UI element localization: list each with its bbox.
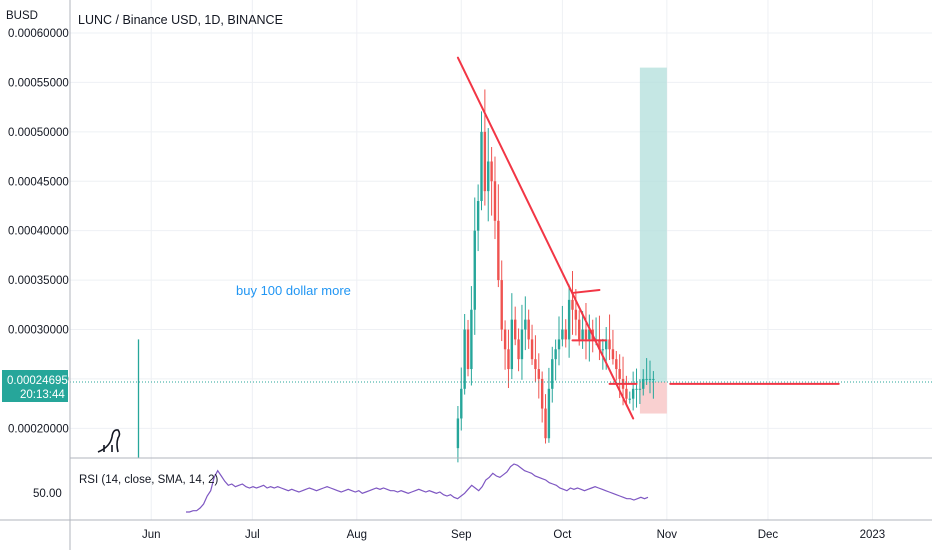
candle-body <box>463 329 466 389</box>
candle-body <box>460 388 463 419</box>
candle-body <box>520 329 524 360</box>
candle-body <box>571 299 574 310</box>
candle-body <box>537 369 540 379</box>
candle-body <box>625 388 628 399</box>
tradingview-logo-icon[interactable] <box>97 429 121 453</box>
trendlines <box>456 56 840 420</box>
candle-body <box>517 339 520 360</box>
y-tick-label: 0.00035000 <box>8 275 69 287</box>
candle-body <box>483 131 487 192</box>
x-tick-label: Sep <box>451 529 471 541</box>
candle-body <box>567 299 571 340</box>
candle-body <box>642 378 645 389</box>
candle-body <box>584 329 588 340</box>
current-price-tag[interactable]: 0.00024695 20:13:44 <box>2 370 68 402</box>
x-tick-label: Jun <box>142 529 161 541</box>
candlesticks <box>137 89 655 463</box>
trendline <box>456 56 635 420</box>
candle-body <box>487 161 490 192</box>
candle-body <box>473 230 476 310</box>
candle-body <box>652 378 655 380</box>
candle-body <box>510 319 514 370</box>
candle-body <box>500 280 503 330</box>
candle-body <box>476 201 480 231</box>
rsi-pane <box>186 463 649 513</box>
y-tick-label: 0.00050000 <box>8 127 69 139</box>
candle-body <box>638 388 642 390</box>
rsi-tick-50: 50.00 <box>33 488 62 500</box>
candle-body <box>466 329 470 370</box>
candle-body <box>514 319 517 340</box>
candle-body <box>598 339 601 350</box>
candle-body <box>578 319 581 340</box>
currency-label: BUSD <box>6 10 38 22</box>
candle-body <box>470 309 473 370</box>
chart-title: LUNC / Binance USD, 1D, BINANCE <box>78 13 283 27</box>
y-tick-label: 0.00040000 <box>8 226 69 238</box>
candle-body <box>547 388 551 439</box>
candle-body <box>635 388 638 390</box>
candle-body <box>554 349 557 360</box>
candle-body <box>534 359 537 370</box>
candle-body <box>493 181 497 221</box>
x-tick-label: Dec <box>758 529 779 541</box>
x-tick-label: Aug <box>347 529 367 541</box>
candle-body <box>540 378 544 409</box>
target-zone <box>639 67 667 382</box>
y-tick-label: 0.00045000 <box>8 176 69 188</box>
candle-body <box>615 359 618 370</box>
current-price-value: 0.00024695 <box>7 375 68 387</box>
candle-body <box>527 319 530 340</box>
candle-body <box>611 349 615 360</box>
rsi-line <box>186 463 649 513</box>
chart-grid <box>70 0 932 520</box>
candle-body <box>497 220 500 281</box>
candle-body <box>601 349 605 351</box>
candle-body <box>544 408 547 439</box>
position-zones <box>639 67 667 414</box>
candle-body <box>628 398 631 400</box>
candle-body <box>551 359 554 389</box>
y-tick-label: 0.00020000 <box>8 423 69 435</box>
x-tick-label: Nov <box>657 529 678 541</box>
candle-body <box>490 161 493 182</box>
candle-body <box>588 329 591 340</box>
candle-body <box>564 329 567 340</box>
annotation-text: buy 100 dollar more <box>236 283 351 298</box>
candle-body <box>507 349 510 370</box>
candle-body <box>581 329 584 340</box>
candle-body <box>648 378 652 380</box>
y-tick-label: 0.00060000 <box>8 28 69 40</box>
candle-body <box>618 369 621 379</box>
candle-body <box>645 378 648 380</box>
candle-body <box>574 309 578 320</box>
y-tick-label: 0.00055000 <box>8 77 69 89</box>
candle-body <box>480 131 483 202</box>
trendline <box>571 288 601 294</box>
candle-body <box>524 319 527 330</box>
candle-body <box>456 418 460 449</box>
candle-body <box>561 329 564 340</box>
candle-body <box>503 329 507 350</box>
x-tick-label: Oct <box>553 529 572 541</box>
candle-body <box>530 339 534 360</box>
x-tick-label: 2023 <box>860 529 886 541</box>
y-tick-label: 0.00030000 <box>8 325 69 337</box>
rsi-label: RSI (14, close, SMA, 14, 2) <box>79 474 219 486</box>
candle-body <box>631 388 635 399</box>
candle-body <box>608 339 611 350</box>
x-tick-label: Jul <box>245 529 260 541</box>
bar-countdown: 20:13:44 <box>20 389 65 401</box>
candle-body <box>557 339 561 350</box>
candle-body <box>604 339 608 350</box>
